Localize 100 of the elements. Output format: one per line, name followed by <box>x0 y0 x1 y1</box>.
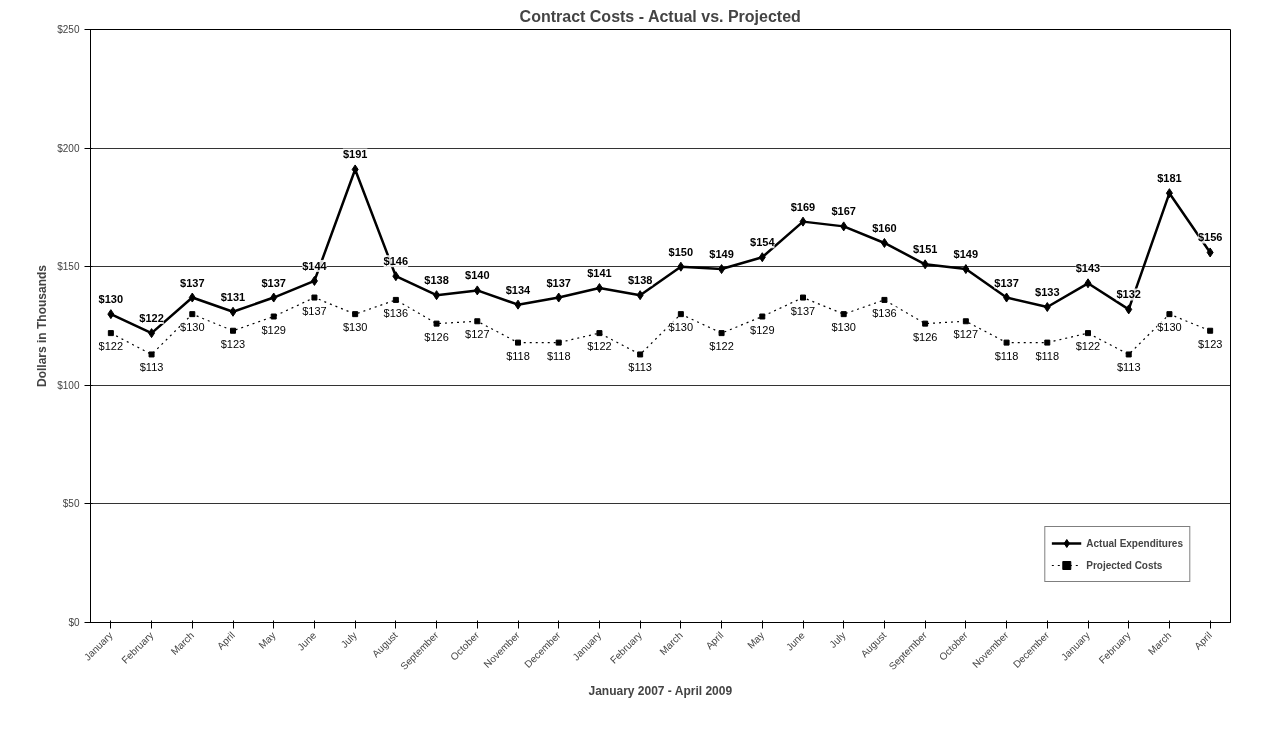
point <box>921 259 929 270</box>
data-label: $181 <box>1157 172 1182 185</box>
point <box>433 320 440 327</box>
data-label: $118 <box>994 349 1019 362</box>
point <box>759 313 766 320</box>
point <box>148 351 155 358</box>
data-label: $126 <box>912 330 938 343</box>
data-label: $151 <box>912 243 938 256</box>
data-label: $123 <box>220 337 246 350</box>
data-label: $130 <box>1157 321 1182 334</box>
data-label: $129 <box>261 323 286 336</box>
point <box>148 328 156 339</box>
data-label: $134 <box>505 283 532 296</box>
data-label: $154 <box>750 236 776 249</box>
point <box>433 290 441 301</box>
data-label: $130 <box>831 321 856 334</box>
point <box>637 351 644 358</box>
point <box>962 264 970 275</box>
point <box>107 330 114 337</box>
point <box>677 311 684 318</box>
point <box>1207 327 1214 334</box>
data-label: $149 <box>709 248 734 261</box>
data-label: $130 <box>98 293 124 306</box>
point <box>392 296 399 303</box>
data-label: $118 <box>546 349 571 362</box>
point <box>1166 311 1173 318</box>
data-label: $113 <box>1116 361 1141 374</box>
data-label: $132 <box>1116 288 1141 301</box>
point <box>351 164 359 175</box>
data-label: $122 <box>709 340 734 353</box>
point <box>310 275 318 286</box>
data-label: $126 <box>424 330 449 343</box>
data-label: $131 <box>220 290 246 303</box>
point <box>107 309 115 320</box>
point <box>555 339 562 346</box>
point <box>392 271 400 282</box>
point <box>1003 292 1011 303</box>
point <box>188 292 196 303</box>
point <box>1003 339 1010 346</box>
data-label: $130 <box>342 321 368 334</box>
data-label: $137 <box>790 304 816 317</box>
data-label: $137 <box>302 304 327 317</box>
point <box>1206 247 1214 258</box>
data-label: $137 <box>994 276 1019 289</box>
data-label: $113 <box>628 361 652 374</box>
point <box>1125 351 1132 358</box>
y-tick-label: $50 <box>62 498 80 510</box>
data-label: $169 <box>790 200 816 213</box>
point <box>270 313 277 320</box>
point <box>758 252 766 263</box>
point <box>840 221 848 232</box>
data-label: $137 <box>261 276 286 289</box>
x-tick-label: May <box>256 629 278 651</box>
point <box>189 311 196 318</box>
point <box>473 285 481 296</box>
data-label: $143 <box>1075 262 1101 275</box>
data-label: $140 <box>465 269 490 282</box>
data-label: $122 <box>139 312 164 325</box>
data-label: $137 <box>546 276 571 289</box>
data-label: $138 <box>627 274 653 287</box>
point <box>922 320 929 327</box>
y-axis-title: Dollars in Thousands <box>35 264 50 388</box>
data-label: $123 <box>1197 337 1223 350</box>
point <box>962 318 969 325</box>
point <box>474 318 481 325</box>
point <box>514 299 522 310</box>
data-label: $146 <box>383 255 409 268</box>
point <box>1043 302 1051 313</box>
point <box>555 292 563 303</box>
point <box>229 306 237 317</box>
data-label: $136 <box>383 306 409 319</box>
data-label: $191 <box>342 148 368 161</box>
data-label: $127 <box>953 328 979 341</box>
y-tick-label: $150 <box>57 261 80 273</box>
legend-label: Projected Costs <box>1086 559 1163 571</box>
legend-label: Actual Expenditures <box>1086 537 1183 549</box>
point <box>881 296 888 303</box>
data-label: $138 <box>424 274 449 287</box>
data-label: $141 <box>587 267 612 280</box>
point <box>1165 188 1173 199</box>
point <box>800 294 806 301</box>
point <box>677 261 685 272</box>
x-axis-title: January 2007 - April 2009 <box>588 683 733 698</box>
data-label: $118 <box>1035 349 1060 362</box>
point <box>311 294 318 301</box>
data-label: $122 <box>1075 340 1101 353</box>
data-label: $113 <box>139 361 164 374</box>
x-tick-label: May <box>745 629 767 651</box>
point <box>1084 278 1092 289</box>
point <box>840 311 847 318</box>
point <box>230 327 236 334</box>
point <box>1125 304 1133 315</box>
data-label: $122 <box>587 340 612 353</box>
data-label: $122 <box>98 340 124 353</box>
y-tick-label: $250 <box>57 24 80 35</box>
data-label: $136 <box>872 306 897 319</box>
data-label: $150 <box>668 245 694 258</box>
point <box>270 292 278 303</box>
point <box>1085 330 1091 337</box>
y-tick-label: $200 <box>57 142 80 154</box>
